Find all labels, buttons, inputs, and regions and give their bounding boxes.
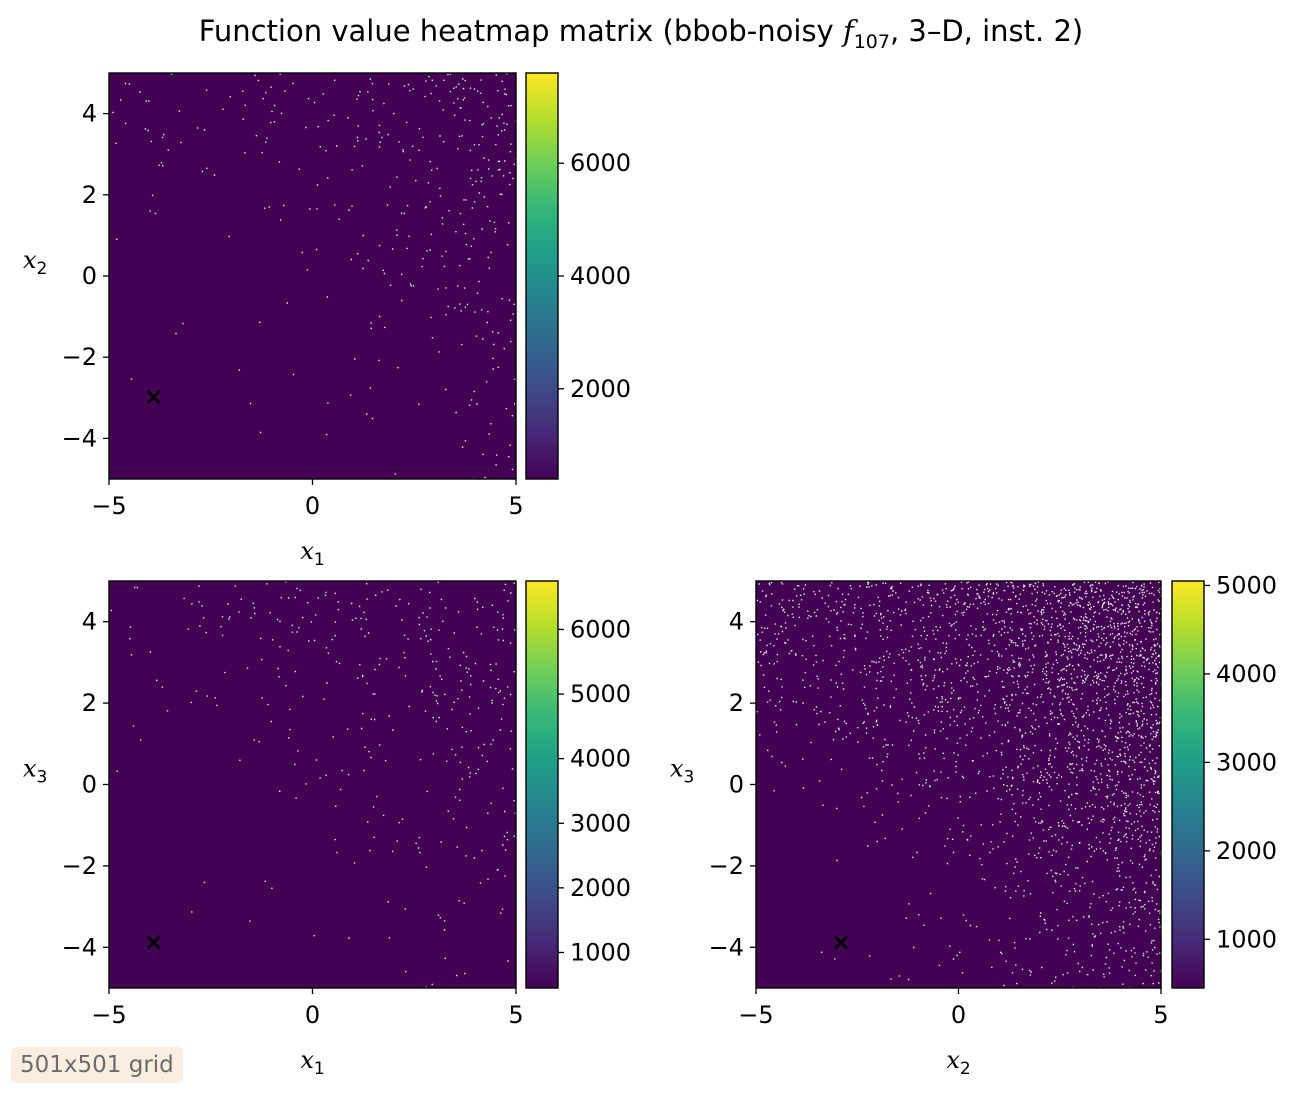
heatmap-panel-x1-x2: −5 0 5 −4 −2 0 2 4 x1 x2 × 2000 4000 6000 — [23, 72, 631, 570]
x-tick-label: −5 — [91, 1001, 126, 1029]
optimum-marker: × — [831, 928, 851, 956]
x-tick-label: 5 — [508, 1001, 523, 1029]
y-tick-label: −4 — [709, 933, 744, 961]
x-axis-label: x2 — [946, 1046, 970, 1079]
colorbar-gradient — [526, 581, 558, 988]
y-axis-label: x2 — [23, 246, 47, 279]
heatmap-noise-speckles — [756, 581, 1161, 988]
figure-title: Function value heatmap matrix (bbob-nois… — [0, 14, 1282, 53]
y-tick-label: 4 — [729, 608, 744, 636]
colorbar-gradient — [526, 73, 558, 479]
y-tick-label: 0 — [729, 771, 744, 799]
heatmap-cells — [109, 73, 516, 479]
heatmap-cells — [756, 581, 1161, 988]
heatmap-panel-x1-x3: −5 0 5 −4 −2 0 2 4 x1 x3 × 1000 2000 3000 4000 5000 6000 — [23, 580, 631, 1079]
x-tick-label: 0 — [305, 492, 320, 520]
y-axis-label-subscript: 3 — [684, 768, 695, 788]
y-tick-label: −2 — [62, 343, 97, 371]
x-tick-label: 5 — [508, 492, 523, 520]
colorbar-tick-label: 1000 — [1216, 925, 1277, 953]
heatmap-cells — [109, 581, 516, 988]
colorbar-tick-label: 2000 — [570, 874, 631, 902]
colorbar-tick-label: 3000 — [1216, 748, 1277, 776]
colorbar-tick-label: 4000 — [570, 262, 631, 290]
y-tick-label: −4 — [62, 933, 97, 961]
y-tick-label: 2 — [729, 689, 744, 717]
x-tick-label: 0 — [305, 1001, 320, 1029]
x-tick-label: −5 — [91, 492, 126, 520]
y-tick-label: −2 — [62, 852, 97, 880]
y-tick-label: 0 — [82, 771, 97, 799]
colorbar-frame — [525, 580, 559, 989]
optimum-marker: × — [144, 928, 164, 956]
x-tick-label: 0 — [951, 1001, 966, 1029]
x-axis-label-subscript: 1 — [314, 550, 325, 570]
colorbar-tick-label: 4000 — [570, 745, 631, 773]
y-tick-label: 4 — [82, 100, 97, 128]
x-axis-label: x1 — [300, 537, 324, 570]
x-axis-label: x1 — [300, 1046, 324, 1079]
colorbar-frame — [1171, 580, 1205, 989]
x-tick-label: 5 — [1153, 1001, 1168, 1029]
colorbar-tick-label: 6000 — [570, 615, 631, 643]
colorbar-tick-label: 1000 — [570, 938, 631, 966]
y-tick-label: 0 — [82, 262, 97, 290]
optimum-marker: × — [144, 383, 164, 411]
title-function-index: 107 — [853, 30, 890, 53]
y-axis-label: x3 — [23, 755, 47, 788]
x-tick-label: −5 — [738, 1001, 773, 1029]
x-axis-label-subscript: 1 — [314, 1059, 325, 1079]
y-tick-label: 4 — [82, 608, 97, 636]
y-axis-label-subscript: 3 — [37, 768, 48, 788]
colorbar-tick-label: 5000 — [570, 680, 631, 708]
y-tick-label: −2 — [709, 852, 744, 880]
colorbar-tick-label: 3000 — [570, 809, 631, 837]
x-axis-label-subscript: 2 — [960, 1059, 971, 1079]
colorbar-tick-label: 6000 — [570, 149, 631, 177]
title-suffix: , 3–D, inst. 2) — [889, 14, 1084, 48]
heatmap-panel-x2-x3: −5 0 5 −4 −2 0 2 4 x2 x3 × 1000 2000 3000 4000 5000 — [670, 571, 1277, 1079]
colorbar-tick-label: 2000 — [570, 375, 631, 403]
y-tick-label: 2 — [82, 689, 97, 717]
grid-size-badge: 501x501 grid — [11, 1047, 183, 1083]
title-function-symbol: f — [842, 14, 854, 48]
heatmap-panels: −5 0 5 −4 −2 0 2 4 x1 x2 × 2000 4000 6000 −5 0 5 −4 −2 0 2 4 x… — [23, 72, 1277, 1079]
y-tick-label: 2 — [82, 181, 97, 209]
speckle-points — [756, 581, 1161, 988]
title-prefix: Function value heatmap matrix (bbob-nois… — [198, 14, 843, 48]
y-tick-label: −4 — [62, 424, 97, 452]
colorbar-gradient — [1172, 581, 1204, 988]
colorbar-tick-label: 5000 — [1216, 571, 1277, 599]
colorbar-tick-label: 4000 — [1216, 660, 1277, 688]
colorbar-tick-label: 2000 — [1216, 837, 1277, 865]
y-axis-label-subscript: 2 — [37, 259, 48, 279]
y-axis-label: x3 — [670, 755, 694, 788]
